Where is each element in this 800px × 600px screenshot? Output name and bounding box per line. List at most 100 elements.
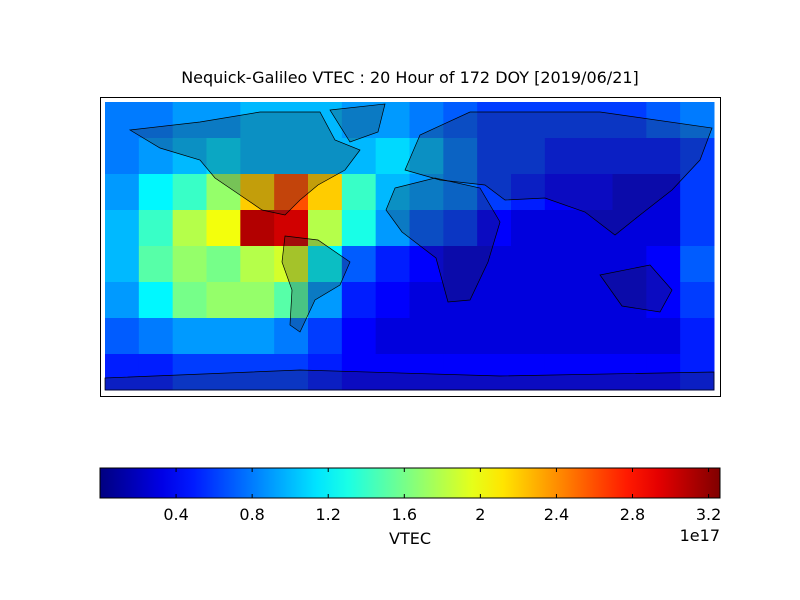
cell [308,354,343,391]
cell [612,210,647,247]
cell [443,210,478,247]
colorbar-tick-label: 0.8 [239,505,264,524]
cell [206,210,241,247]
cell [341,246,377,283]
cell [544,102,580,139]
cell [274,354,309,391]
cell [138,354,174,391]
cell [240,174,275,211]
cell [511,174,546,211]
cell [443,174,478,211]
cell [511,210,546,247]
cell [680,318,715,355]
cell [206,174,241,211]
cell [409,138,444,175]
cell [138,282,174,319]
cell [646,282,681,319]
cell [138,102,174,139]
colorbar-tick-label: 2.4 [544,505,569,524]
cell [240,210,275,247]
cell [409,102,444,139]
cell [544,246,580,283]
colorbar-offset: 1e17 [680,526,720,545]
cell [477,318,512,355]
australia [599,264,673,313]
colorbar-tick-label: 1.2 [315,505,340,524]
cell [172,174,207,211]
cell [578,282,613,319]
cell [274,174,309,211]
cell [138,138,174,175]
cell [172,102,207,139]
cell [578,102,613,139]
cell [341,282,377,319]
cell [511,246,546,283]
cell [646,246,681,283]
colorbar-tick-label: 2.8 [620,505,645,524]
south-america [281,235,351,333]
cell [646,210,681,247]
cell [138,246,174,283]
cell [375,210,410,247]
cell [375,318,410,355]
cell [341,210,377,247]
cell [240,282,275,319]
cell [206,246,241,283]
cell [274,246,309,283]
colorbar-tick-label: 1.6 [392,505,417,524]
cell [172,318,207,355]
cell [105,354,140,391]
cell [646,102,681,139]
cell [511,282,546,319]
cell [105,246,140,283]
cell [646,354,681,391]
cell [612,246,647,283]
cell [646,174,681,211]
chart-title: Nequick-Galileo VTEC : 20 Hour of 172 DO… [181,68,639,87]
cell [172,210,207,247]
cell [578,318,613,355]
cell [105,318,140,355]
cell [511,102,546,139]
cell [578,210,613,247]
cell [105,282,140,319]
cell [443,318,478,355]
cell [612,318,647,355]
cell [544,210,580,247]
colorbar-tick-label: 0.4 [163,505,188,524]
cell [274,102,309,139]
colorbar: 0.4 0.8 1.2 1.6 2 2.4 2.8 3.2 [99,467,721,524]
cell [443,102,478,139]
greenland [329,103,386,143]
cell [308,282,343,319]
cell [206,318,241,355]
cell [308,246,343,283]
cell [172,246,207,283]
colorbar-tick-label: 3.2 [696,505,721,524]
heatmap [105,102,715,391]
cell [646,138,681,175]
cell [409,354,444,391]
cell [544,138,580,175]
cell [375,282,410,319]
cell [105,174,140,211]
cell [612,102,647,139]
cell [409,246,444,283]
cell [680,282,715,319]
cell [138,210,174,247]
cell [308,138,343,175]
cell [308,210,343,247]
cell [206,282,241,319]
cell [612,174,647,211]
cell [443,354,478,391]
north-america [128,111,361,216]
cell [375,246,410,283]
land [104,103,715,391]
cell [680,102,715,139]
cell [308,318,343,355]
cell [341,138,377,175]
cell [578,174,613,211]
cell [274,138,309,175]
cell [274,318,309,355]
